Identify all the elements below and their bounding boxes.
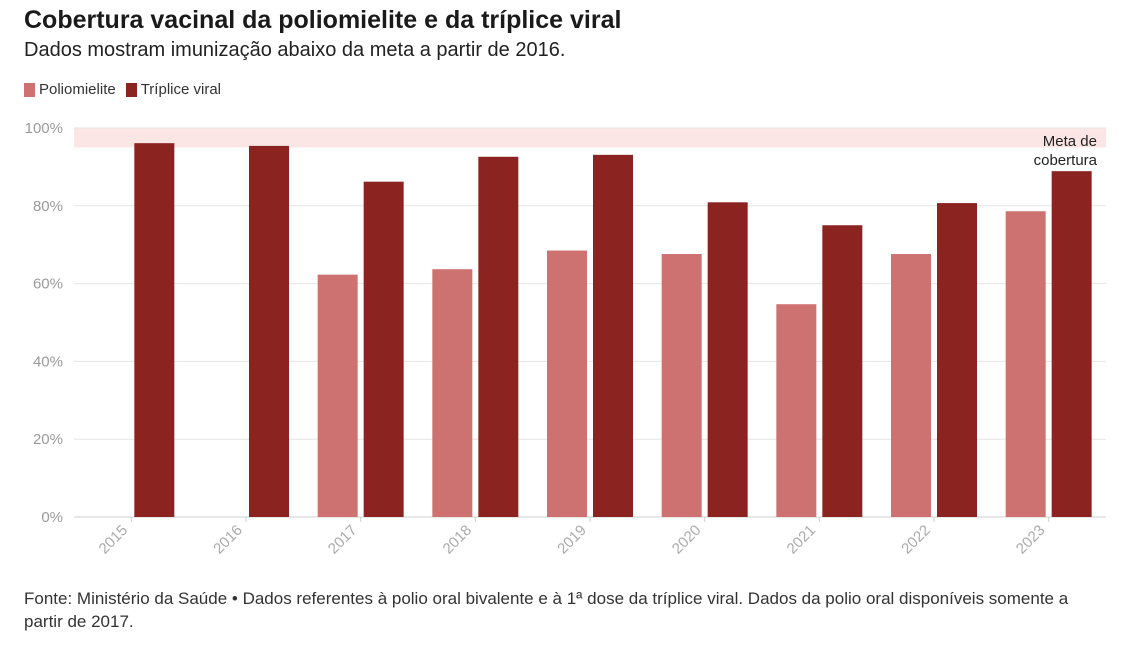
bar-poliomielite bbox=[776, 304, 817, 517]
bar-chart: 0% 20% 40% 60% 80% 100% 2015 2016 2017 2018 2019 20… bbox=[25, 120, 1106, 558]
target-label-line1: Meta de bbox=[1043, 133, 1097, 150]
y-tick-label: 100% bbox=[25, 120, 63, 137]
x-tick-label: 2020 bbox=[669, 522, 705, 558]
bar-poliomielite bbox=[317, 274, 358, 517]
legend-swatch-triplice-viral bbox=[125, 82, 137, 97]
x-tick-label: 2022 bbox=[898, 522, 934, 558]
x-tick-label: 2019 bbox=[554, 522, 590, 558]
x-tick-label: 2021 bbox=[784, 522, 820, 558]
bar-triplice-viral bbox=[134, 143, 175, 517]
legend-item-poliomielite: Poliomielite bbox=[24, 81, 116, 98]
bar-poliomielite bbox=[432, 269, 473, 517]
bar-poliomielite bbox=[1005, 211, 1046, 517]
bar-triplice-viral bbox=[822, 225, 863, 517]
bar-triplice-viral bbox=[593, 154, 633, 517]
x-tick-label: 2023 bbox=[1013, 522, 1049, 558]
bar-poliomielite bbox=[547, 250, 587, 517]
bar-triplice-viral bbox=[707, 202, 748, 517]
bar-triplice-viral bbox=[937, 203, 977, 517]
chart-legend: Poliomielite Tríplice viral bbox=[24, 81, 231, 98]
bar-triplice-viral bbox=[1051, 171, 1092, 517]
source-note: Fonte: Ministério da Saúde • Dados refer… bbox=[24, 589, 1069, 631]
legend-swatch-poliomielite bbox=[24, 82, 35, 97]
chart-title: Cobertura vacinal da poliomielite e da t… bbox=[24, 6, 622, 34]
legend-item-triplice-viral: Tríplice viral bbox=[125, 81, 221, 98]
x-tick-label: 2015 bbox=[96, 522, 132, 558]
legend-label-poliomielite: Poliomielite bbox=[39, 81, 116, 98]
bar-triplice-viral bbox=[363, 181, 404, 517]
x-tick-label: 2018 bbox=[440, 522, 476, 558]
bar-poliomielite bbox=[661, 254, 702, 517]
bar-poliomielite bbox=[891, 254, 931, 517]
y-tick-label: 80% bbox=[33, 198, 63, 215]
y-tick-label: 20% bbox=[33, 431, 63, 448]
x-tick-label: 2016 bbox=[210, 522, 246, 558]
bar-triplice-viral bbox=[478, 156, 519, 517]
bar-triplice-viral bbox=[249, 145, 289, 518]
target-band bbox=[74, 128, 1106, 148]
target-label-line2: cobertura bbox=[1034, 152, 1098, 169]
y-tick-label: 40% bbox=[33, 353, 63, 370]
chart-subtitle: Dados mostram imunização abaixo da meta … bbox=[24, 39, 566, 61]
legend-label-triplice-viral: Tríplice viral bbox=[140, 81, 221, 98]
y-tick-label: 60% bbox=[33, 276, 63, 293]
y-tick-label: 0% bbox=[41, 509, 63, 526]
x-tick-label: 2017 bbox=[325, 522, 361, 558]
